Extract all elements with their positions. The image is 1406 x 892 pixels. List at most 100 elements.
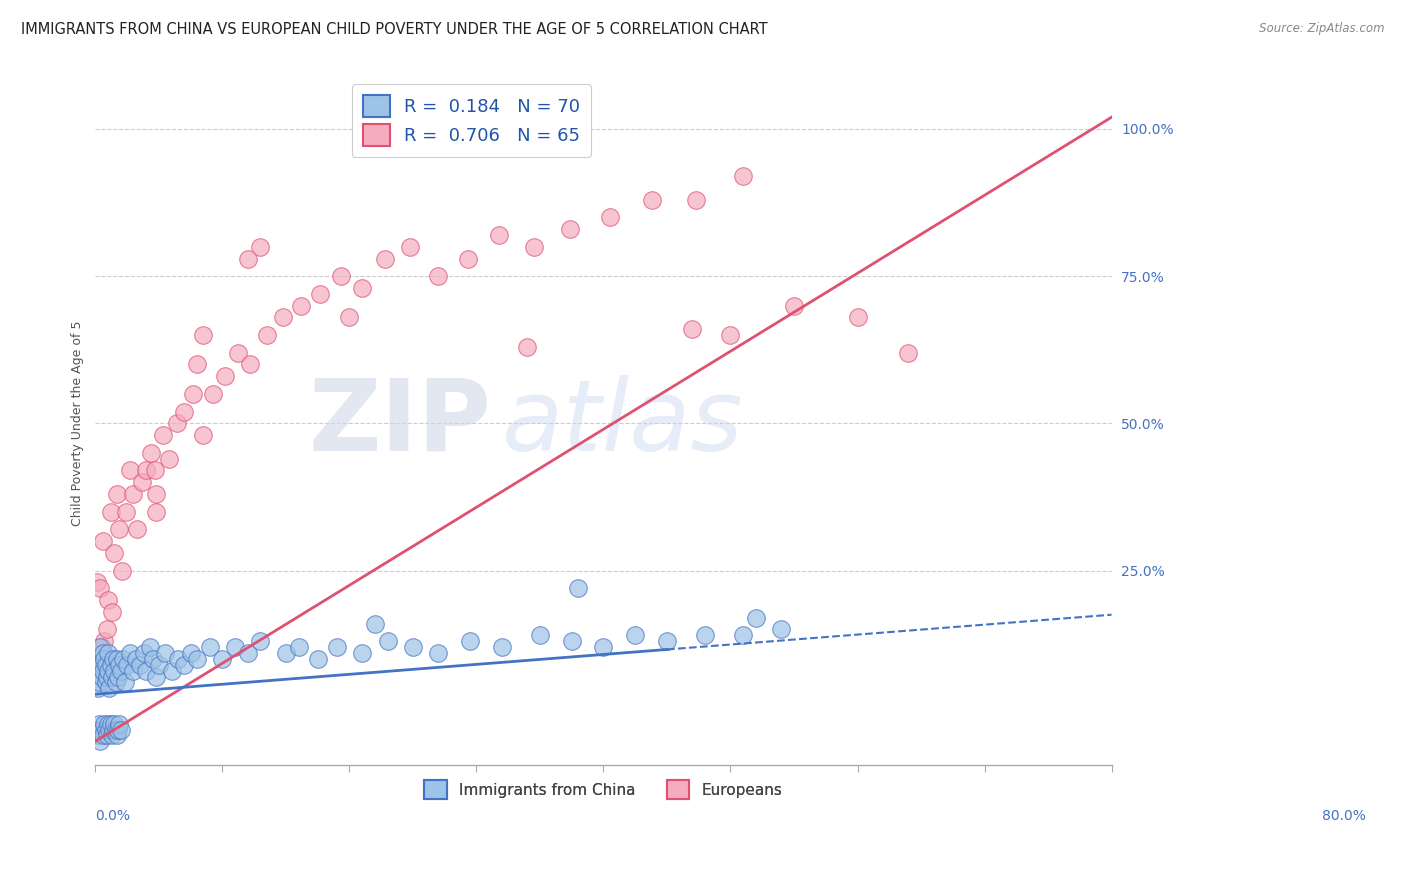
Point (96, 728, 118, 742)
Point (97, 593, 120, 607)
Point (100, 716, 122, 731)
Point (114, 675, 136, 690)
Point (287, 640, 309, 654)
Point (374, 252, 396, 266)
Point (105, 728, 128, 742)
Point (641, 193, 664, 207)
Point (93, 652, 115, 666)
Point (186, 358, 208, 372)
Point (118, 646, 141, 660)
Point (599, 211, 621, 225)
Point (104, 723, 127, 737)
Point (325, 640, 347, 654)
Point (87, 652, 110, 666)
Point (87, 728, 110, 742)
Point (256, 328, 278, 343)
Point (90, 723, 112, 737)
Point (97, 664, 120, 678)
Y-axis label: Child Poverty Under the Age of 5: Child Poverty Under the Age of 5 (72, 320, 84, 526)
Point (94, 675, 117, 690)
Point (457, 252, 479, 266)
Text: atlas: atlas (502, 375, 744, 472)
Point (96, 669, 118, 683)
Point (427, 269, 450, 284)
Point (108, 657, 131, 672)
Point (427, 646, 450, 660)
Point (214, 369, 236, 384)
Point (352, 281, 374, 295)
Point (94, 723, 117, 737)
Point (720, 328, 742, 343)
Point (846, 310, 869, 325)
Point (101, 652, 124, 666)
Point (148, 657, 170, 672)
Point (249, 634, 271, 648)
Point (87, 681, 110, 696)
Point (399, 240, 422, 254)
Point (86, 664, 108, 678)
Point (86, 723, 108, 737)
Point (236, 252, 259, 266)
Point (897, 345, 920, 359)
Point (592, 640, 614, 654)
Point (115, 505, 138, 519)
Point (100, 505, 122, 519)
Point (693, 628, 716, 642)
Point (89, 675, 111, 690)
Point (181, 387, 204, 401)
Point (103, 716, 125, 731)
Point (193, 328, 215, 343)
Point (141, 446, 163, 460)
Point (105, 652, 128, 666)
Point (103, 546, 125, 560)
Point (122, 664, 145, 678)
Point (193, 428, 215, 442)
Point (145, 505, 167, 519)
Point (91, 534, 114, 549)
Point (516, 340, 538, 354)
Point (103, 664, 125, 678)
Point (157, 451, 180, 466)
Point (309, 286, 332, 301)
Point (224, 640, 246, 654)
Point (685, 193, 707, 207)
Point (198, 640, 221, 654)
Point (733, 169, 755, 183)
Point (101, 728, 124, 742)
Point (458, 634, 481, 648)
Point (101, 605, 124, 619)
Point (98, 652, 121, 666)
Point (560, 222, 582, 236)
Text: 0.0%: 0.0% (96, 809, 131, 823)
Point (529, 628, 551, 642)
Point (145, 669, 167, 683)
Point (307, 652, 329, 666)
Point (89, 657, 111, 672)
Point (352, 646, 374, 660)
Point (655, 634, 678, 648)
Point (733, 628, 755, 642)
Point (226, 345, 249, 359)
Point (90, 669, 112, 683)
Point (141, 652, 163, 666)
Point (377, 634, 399, 648)
Point (107, 723, 129, 737)
Point (108, 716, 131, 731)
Point (139, 640, 162, 654)
Point (135, 664, 157, 678)
Point (111, 564, 134, 578)
Point (567, 581, 589, 595)
Point (122, 487, 145, 501)
Point (89, 716, 111, 731)
Point (108, 522, 131, 536)
Point (97, 716, 120, 731)
Point (90, 657, 112, 672)
Point (104, 675, 127, 690)
Point (135, 463, 157, 477)
Point (561, 634, 583, 648)
Point (681, 322, 703, 336)
Point (339, 310, 361, 325)
Point (236, 646, 259, 660)
Point (118, 463, 141, 477)
Point (160, 664, 183, 678)
